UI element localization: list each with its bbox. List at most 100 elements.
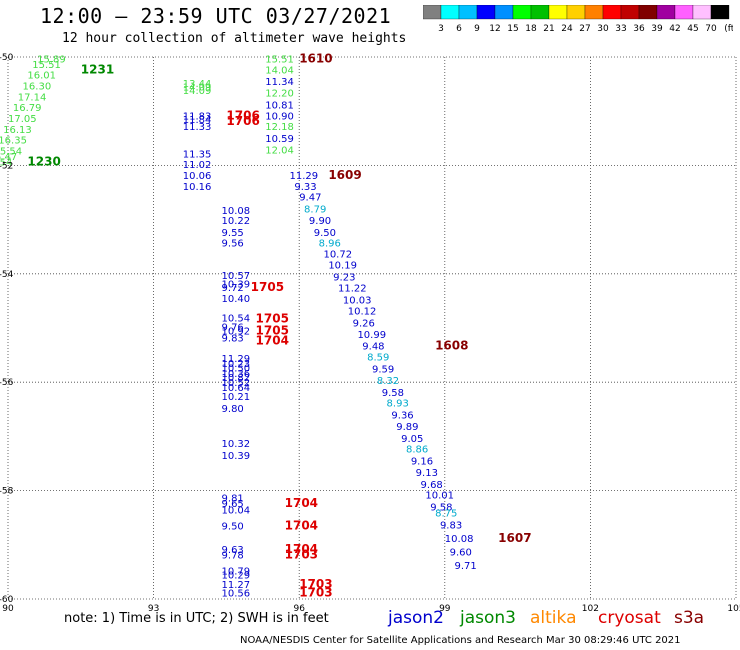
swh-point-label: 8.96 [319, 239, 341, 250]
swh-point-label: 9.76 [222, 323, 244, 334]
swh-point-label: 15.54 [0, 157, 12, 168]
swh-point-label: 10.23 [222, 359, 251, 370]
time-label: 1607 [498, 531, 531, 545]
swh-point-label: 9.55 [222, 228, 244, 239]
swh-point-label: 17.05 [8, 114, 37, 125]
swh-point-label: 9.16 [411, 457, 433, 468]
swh-point-label: 16.79 [13, 103, 42, 114]
swh-point-label: 10.29 [222, 570, 251, 581]
swh-point-label: 12.20 [265, 89, 294, 100]
swh-point-label: 11.34 [265, 77, 294, 88]
swh-point-label: 10.52 [222, 378, 251, 389]
x-tick-label: 93 [148, 604, 159, 614]
time-label: 1706 [226, 108, 259, 122]
time-label: 1704 [256, 333, 289, 347]
swh-point-label: 11.29 [289, 171, 318, 182]
swh-point-label: 10.64 [222, 383, 251, 394]
swh-point-label: 9.83 [440, 521, 462, 532]
swh-point-label: 8.32 [377, 376, 399, 387]
swh-point-label: 9.65 [222, 499, 244, 510]
swh-point-label: 10.59 [265, 134, 294, 145]
colorbar-label: 70 [705, 24, 717, 34]
colorbar-label: 36 [633, 24, 645, 34]
swh-point-label: 14.04 [265, 65, 294, 76]
swh-point-label: 10.22 [222, 216, 251, 227]
colorbar-label: 12 [489, 24, 500, 34]
swh-point-label: 10.32 [222, 439, 251, 450]
y-tick-label: -52 [0, 161, 13, 171]
swh-point-label: 9.63 [222, 545, 244, 556]
page-title: 12:00 – 23:59 UTC 03/27/2021 [40, 4, 392, 28]
swh-point-label: 9.58 [382, 388, 404, 399]
swh-point-label: 9.90 [309, 216, 331, 227]
swh-point-label: 8.59 [367, 353, 389, 364]
page-subtitle: 12 hour collection of altimeter wave hei… [62, 31, 407, 46]
swh-point-label: 12.04 [265, 145, 294, 156]
swh-point-label: 15.51 [265, 54, 294, 65]
time-label: 1704 [285, 519, 318, 533]
colorbar-label: 24 [561, 24, 573, 34]
colorbar-label: 9 [474, 24, 480, 34]
swh-point-label: 9.83 [222, 334, 244, 345]
swh-point-label: 15.47 [0, 152, 17, 163]
swh-point-label: 10.90 [265, 111, 294, 122]
x-tick-label: 105 [727, 604, 740, 614]
swh-point-label: 13.44 [183, 79, 212, 90]
time-label: 1703 [285, 547, 318, 561]
time-label: 1705 [256, 324, 289, 338]
time-label: 1706 [226, 114, 259, 128]
swh-point-label: 10.79 [222, 567, 251, 578]
swh-point-label: 10.82 [222, 373, 251, 384]
swh-point-label: 10.04 [222, 505, 251, 516]
swh-point-label: 16.35 [0, 136, 27, 147]
colorbar-label: 18 [525, 24, 537, 34]
colorbar-label: (ft) [724, 24, 733, 34]
time-label: 1705 [256, 312, 289, 326]
swh-point-label: 15.89 [37, 54, 66, 65]
swh-point-label: 10.16 [183, 182, 212, 193]
swh-point-label: 11.02 [183, 160, 212, 171]
swh-point-label: 11.84 [183, 115, 212, 126]
time-label: 1609 [328, 168, 361, 182]
time-label: 1703 [299, 585, 332, 599]
swh-point-label: 10.39 [222, 451, 251, 462]
legend-altika: altika [530, 608, 577, 628]
swh-point-label: 9.72 [222, 283, 244, 294]
swh-point-label: 10.01 [425, 491, 454, 502]
swh-point-label: 10.39 [222, 279, 251, 290]
colorbar-label: 39 [651, 24, 663, 34]
swh-point-label: 9.48 [362, 342, 384, 353]
colorbar-label: 30 [597, 24, 609, 34]
swh-point-label: 11.33 [183, 122, 212, 133]
time-label: 1230 [27, 154, 60, 168]
swh-point-label: 15.54 [0, 147, 22, 158]
y-tick-label: -58 [0, 487, 14, 497]
time-label: 1231 [81, 62, 114, 76]
swh-point-label: 10.81 [265, 100, 294, 111]
swh-point-label: 10.06 [183, 171, 212, 182]
swh-point-label: 10.08 [222, 206, 251, 217]
swh-point-label: 9.89 [396, 422, 418, 433]
legend-s3a: s3a [674, 608, 705, 628]
legend-cryosat: cryosat [598, 608, 661, 628]
swh-point-label: 11.29 [222, 354, 251, 365]
swh-point-label: 10.72 [323, 250, 352, 261]
credit-text: NOAA/NESDIS Center for Satellite Applica… [240, 635, 681, 646]
swh-point-label: 9.68 [421, 480, 443, 491]
swh-point-label: 9.80 [222, 404, 244, 415]
swh-point-label: 11.27 [222, 580, 251, 591]
colorbar-label: 33 [615, 24, 626, 34]
colorbar-label: 42 [669, 24, 680, 34]
swh-point-label: 10.40 [222, 294, 251, 305]
swh-point-label: 10.19 [328, 260, 357, 271]
swh-point-label: 9.81 [222, 493, 244, 504]
swh-point-label: 9.58 [430, 503, 452, 514]
swh-point-label: 9.26 [353, 318, 375, 329]
swh-point-label: 10.57 [222, 271, 251, 282]
swh-point-label: 9.23 [333, 272, 355, 283]
swh-point-label: 10.92 [222, 327, 251, 338]
time-label: 1610 [299, 51, 332, 65]
colorbar-label: 15 [507, 24, 518, 34]
colorbar-swatch [710, 5, 730, 20]
